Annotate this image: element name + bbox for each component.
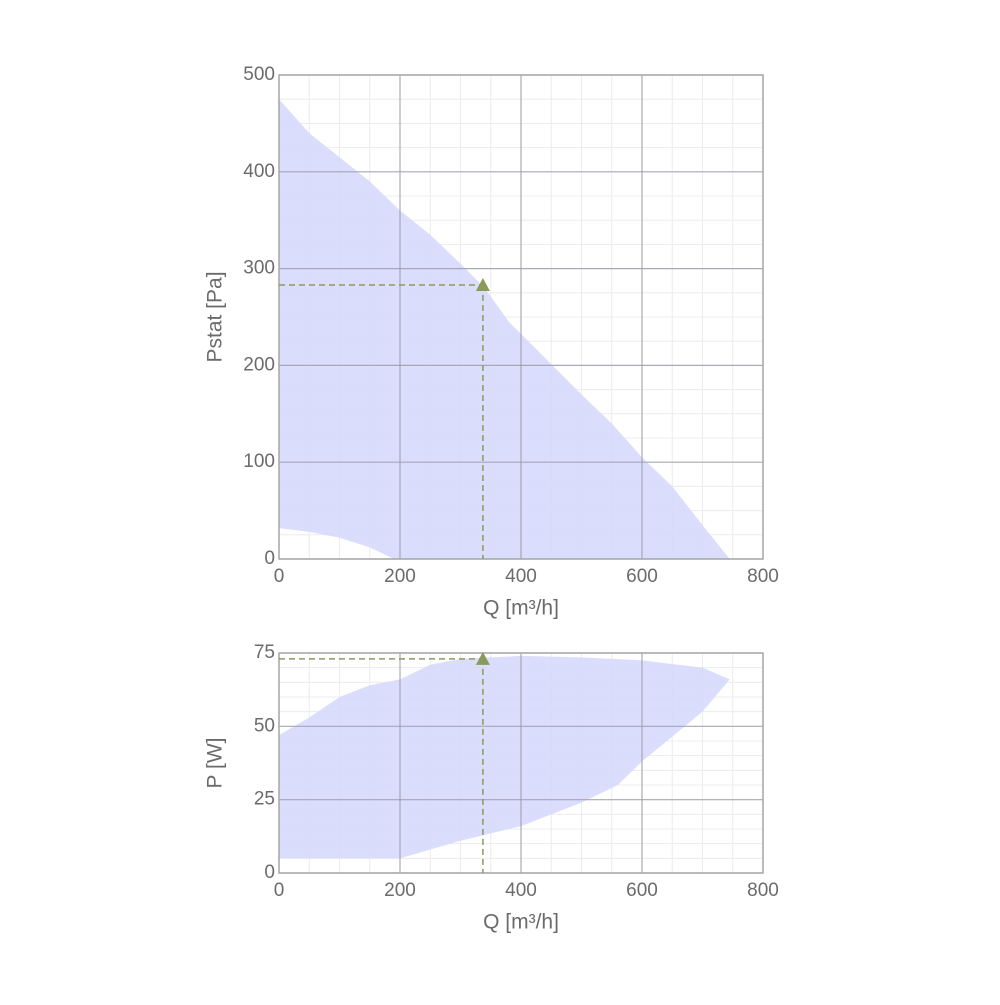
plot-frame [278,652,764,874]
x-tick-label: 800 [747,566,779,587]
y-tick-label: 400 [243,161,275,182]
y-axis-label: P [W] [204,738,227,789]
x-tick-label: 400 [505,566,537,587]
x-tick-label: 600 [626,566,658,587]
y-tick-label: 0 [264,548,275,569]
x-tick-label: 0 [274,566,285,587]
band-area [279,99,730,559]
plot-frame [278,74,764,560]
x-tick-label: 200 [384,566,416,587]
x-tick-label: 400 [505,880,537,901]
band-area [279,655,730,859]
x-axis-label: Q [m³/h] [483,597,559,620]
y-tick-label: 100 [243,451,275,472]
operating-point [475,651,490,665]
x-tick-label: 0 [274,880,285,901]
y-tick-label: 200 [243,354,275,375]
y-tick-label: 75 [254,642,275,663]
y-tick-label: 25 [254,789,275,810]
y-tick-label: 300 [243,258,275,279]
y-tick-label: 0 [264,862,275,883]
operating-point [475,278,490,292]
x-tick-label: 200 [384,880,416,901]
y-tick-label: 50 [254,715,275,736]
x-tick-label: 800 [747,880,779,901]
x-axis-label: Q [m³/h] [483,911,559,934]
x-tick-label: 600 [626,880,658,901]
y-axis-label: Pstat [Pa] [204,271,227,362]
y-tick-label: 500 [243,64,275,85]
